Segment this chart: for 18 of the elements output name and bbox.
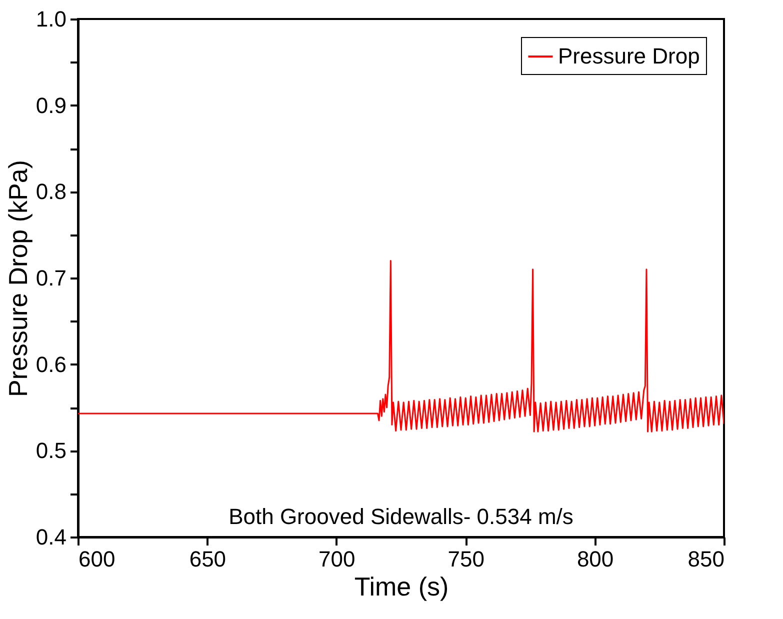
x-tick-label: 750 xyxy=(448,546,484,572)
x-tick-label: 600 xyxy=(78,546,116,572)
line-series xyxy=(78,260,724,432)
x-tick-label: 650 xyxy=(189,546,226,572)
annotation: Both Grooved Sidewalls- 0.534 m/s xyxy=(228,504,574,529)
x-tick-label: 700 xyxy=(318,546,356,572)
y-tick-label: 0.7 xyxy=(36,266,66,290)
legend-label: Pressure Drop xyxy=(558,44,700,68)
y-tick-label: 0.8 xyxy=(36,179,66,204)
x-tick-label: 800 xyxy=(576,546,614,572)
y-axis-title: Pressure Drop (kPa) xyxy=(2,160,33,397)
y-tick-label: 1.0 xyxy=(36,6,66,32)
y-tick-label: 0.9 xyxy=(36,92,66,118)
x-axis-title: Time (s) xyxy=(354,572,449,602)
y-tick-label: 0.6 xyxy=(36,352,66,377)
y-tick-label: 0.5 xyxy=(36,438,66,464)
x-tick-label: 850 xyxy=(688,546,724,572)
y-tick-label: 0.4 xyxy=(36,524,66,550)
